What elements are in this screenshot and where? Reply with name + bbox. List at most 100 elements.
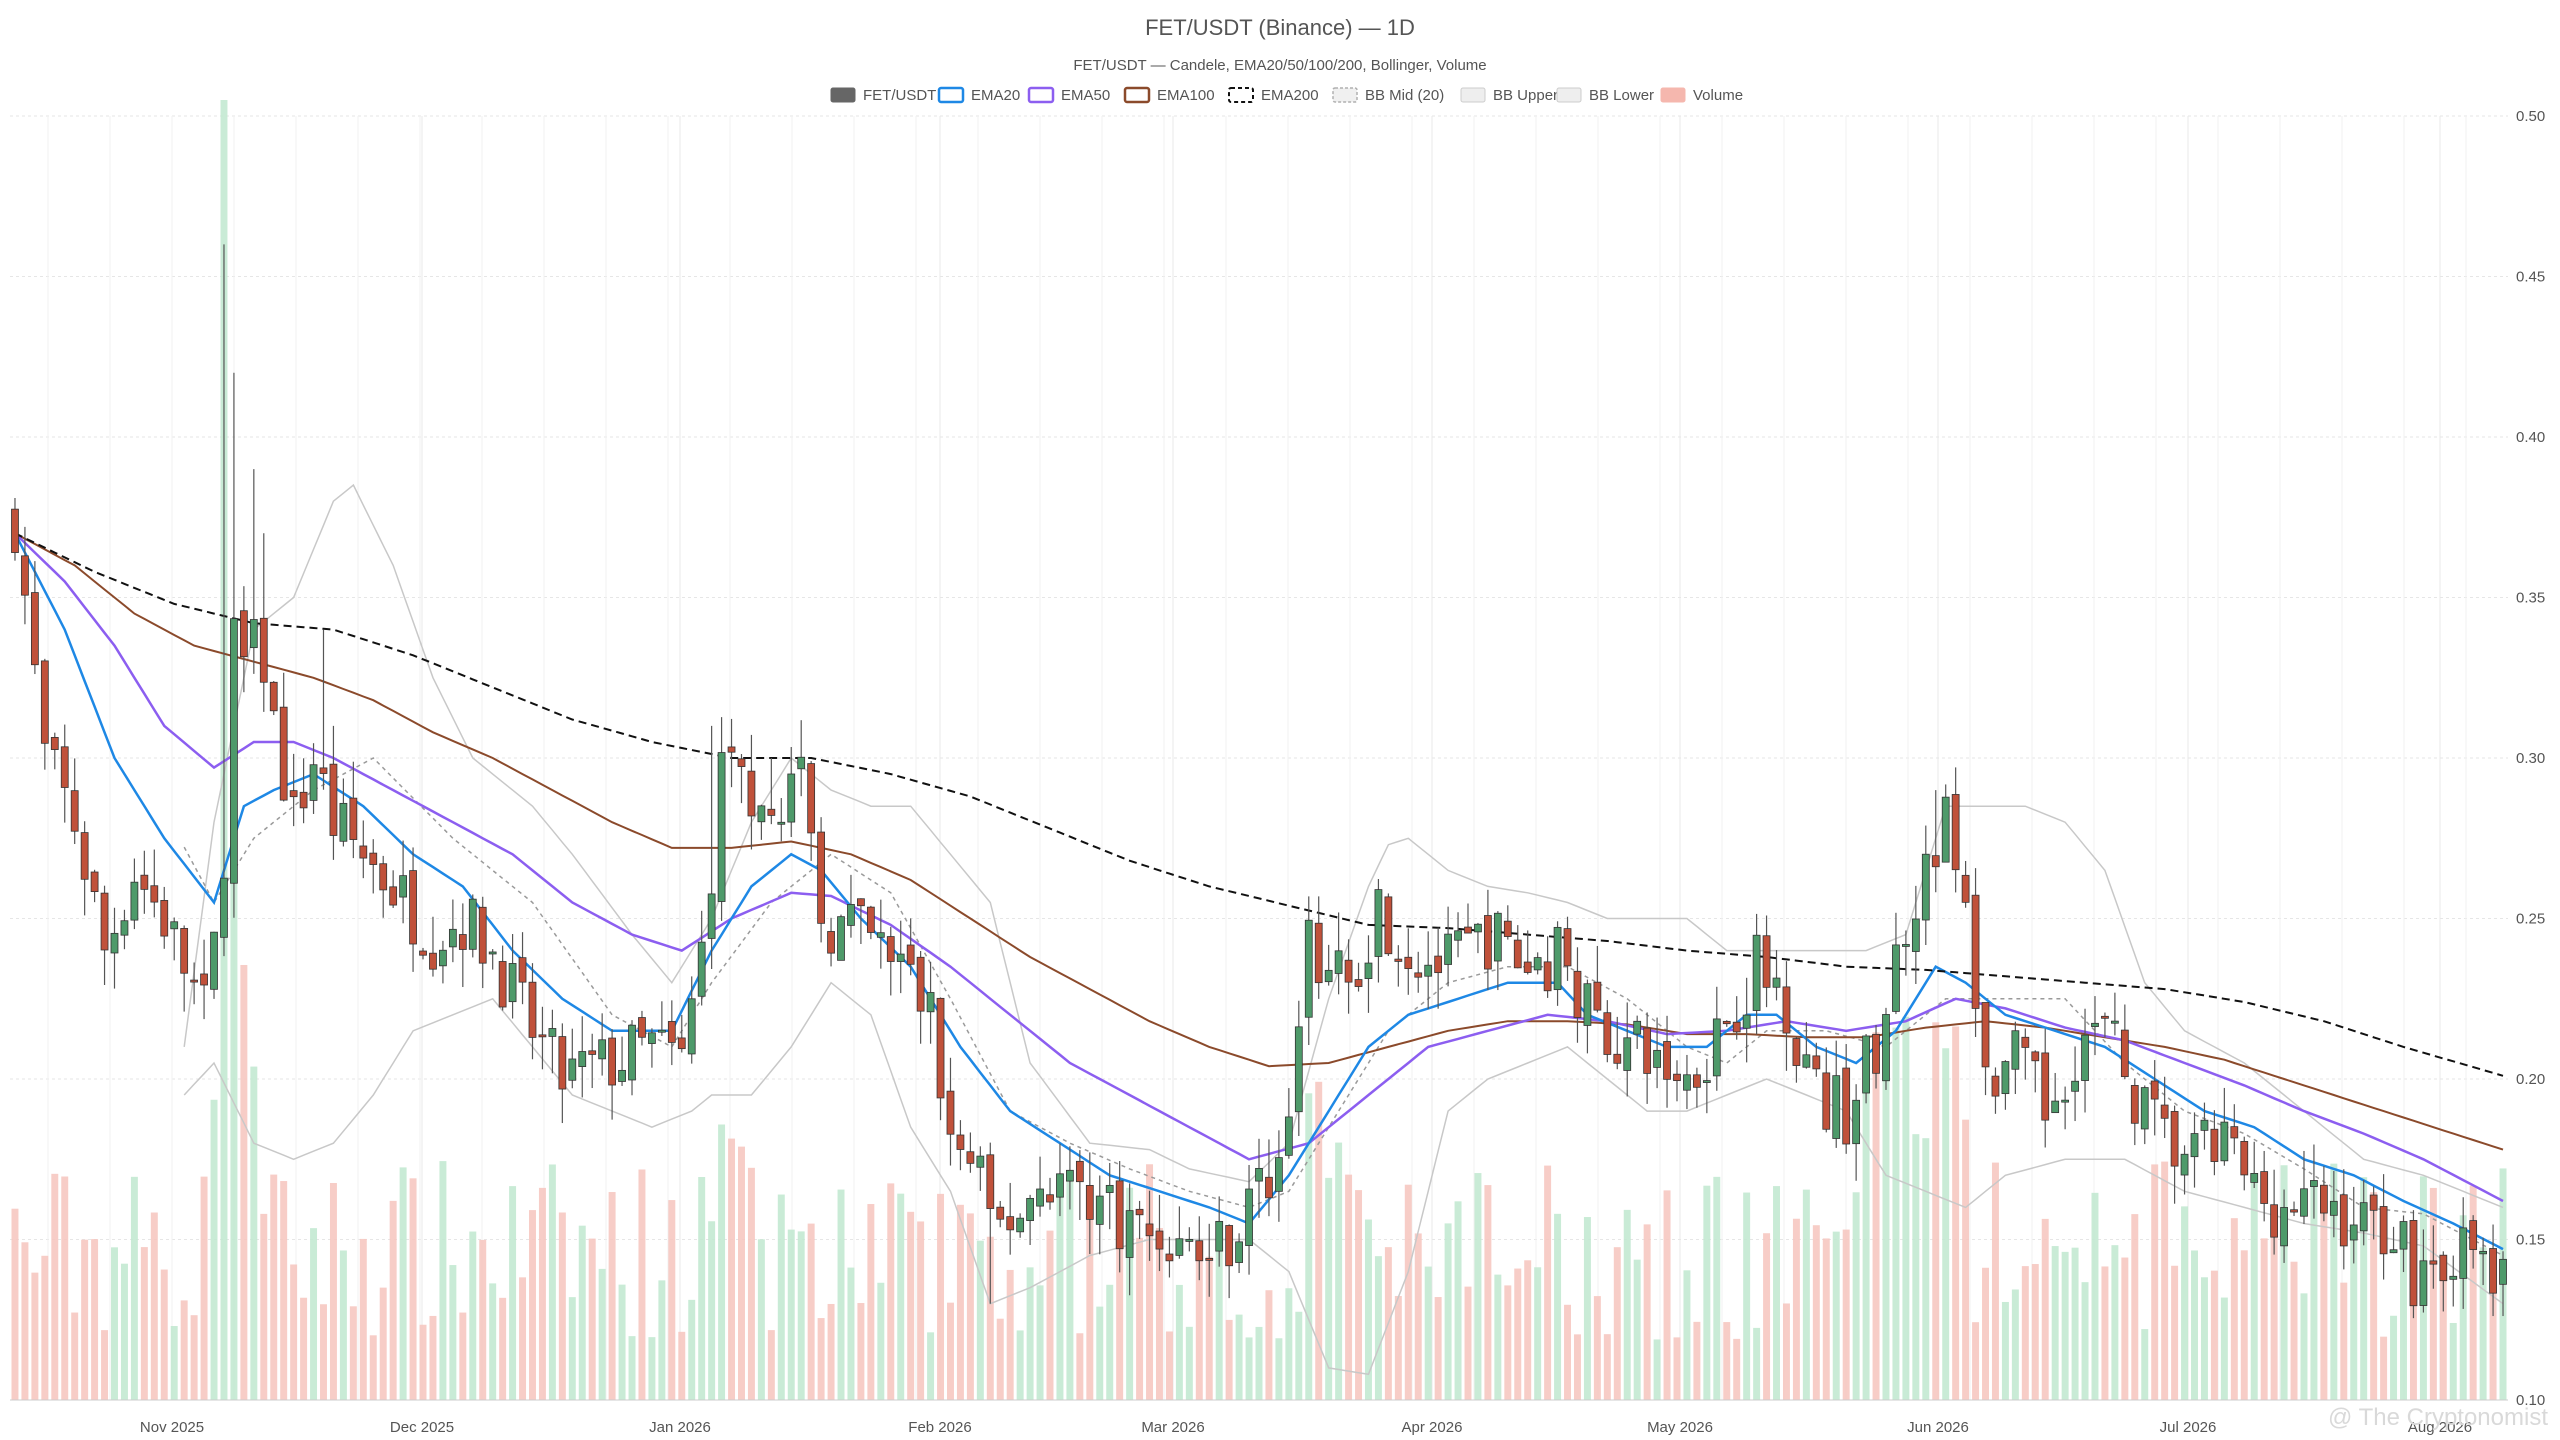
candle-body [439,949,447,967]
volume-bar [419,1324,427,1400]
candle-body [239,610,248,658]
volume-bar [1394,1295,1402,1400]
volume-bar [130,1176,138,1400]
volume-bar [2489,1286,2497,1400]
volume-bar [1136,1237,1144,1400]
volume-bar [1713,1176,1721,1400]
volume-bar [1723,1322,1731,1400]
volume-bar [51,1173,59,1400]
candle-body [1006,1216,1015,1231]
candle-body [777,821,786,825]
x-tick-label: Nov 2025 [140,1419,204,1436]
candle-body [1702,1080,1711,1083]
candle-body [1155,1230,1164,1250]
candle-body [2140,1087,2149,1130]
candle-body [2439,1254,2448,1282]
bb-lower-line [183,981,2504,1376]
candle-body [1583,983,1592,1026]
candle-body [1245,1188,1253,1246]
volume-bar [1106,1284,1114,1400]
candle-body [2359,1202,2368,1232]
y-tick-label: 0.50 [2516,108,2545,125]
indicator-lines [13,483,2504,1376]
volume-bar [2210,1270,2218,1400]
volume-bar [529,1210,536,1400]
candle-body [2071,1080,2079,1092]
candle-body [538,1034,547,1038]
volume-bar [1066,1179,1074,1400]
candle-body [1404,956,1413,969]
volume-bar [1573,1334,1581,1400]
volume-bar [966,1213,974,1400]
candle-body [170,921,179,930]
candle-body [797,756,806,770]
volume-bar [1812,1225,1820,1400]
volume-bar [1355,1190,1363,1400]
legend-swatch [1556,87,1582,103]
volume-bar [1593,1296,1601,1400]
volume-bar [1434,1297,1442,1400]
volume-bar [1653,1339,1661,1400]
volume-bar [1972,1322,1980,1400]
candle-body [2180,1153,2189,1176]
volume-bar [1683,1270,1691,1400]
candle-body [2150,1080,2159,1100]
candle-body [946,1090,955,1135]
candle-body [2220,1121,2229,1162]
volume-bar [2061,1251,2069,1400]
candle-body [1424,964,1433,977]
volume-bar [210,1099,218,1400]
volume-bar [1265,1290,1273,1400]
candle-body [1762,935,1771,988]
volume-bar [2380,1336,2388,1400]
candle-body [1673,1073,1681,1082]
volume-bar [877,1282,885,1400]
volume-bar [1673,1337,1681,1400]
volume-bar [1235,1314,1243,1400]
candle-body [956,1134,965,1150]
volume-bar [2240,1250,2248,1400]
volume-bar [2021,1266,2029,1400]
volume-bar [986,1236,994,1400]
candle-body [916,956,925,1012]
volume-bar [1782,1303,1790,1400]
candle-body [1016,1217,1025,1233]
volume-bar [2340,1282,2348,1400]
legend-item: BB Upper [1460,87,1558,104]
volume-bar [91,1239,99,1400]
candle-body [100,892,109,951]
candle-body [727,746,736,753]
volume-bar [1952,1026,1960,1400]
volume-bar [1643,1224,1651,1400]
candle-body [1284,1116,1293,1156]
volume-bar [1564,1304,1572,1400]
volume-bar [200,1176,208,1400]
candle-body [90,871,99,893]
candle-body [1613,1053,1622,1064]
volume-bar [887,1183,895,1400]
volume-bar [519,1277,527,1400]
candle-body [419,950,427,956]
candle-body [1633,1020,1642,1035]
volume-bar [1743,1192,1751,1400]
volume-bar [81,1239,89,1400]
volume-bar [1424,1266,1432,1400]
y-tick-label: 0.30 [2516,750,2545,767]
candle-body [1235,1241,1243,1263]
volume-bar [1026,1267,1034,1400]
candle-body [1513,939,1522,969]
candle-body [2349,1224,2358,1241]
volume-bar [409,1178,417,1400]
bb-mid-line [183,757,2504,1257]
candle-body [2459,1227,2468,1279]
candle-body [2499,1258,2507,1285]
y-tick-label: 0.40 [2516,429,2545,446]
candle-body [657,1029,666,1033]
candle-body [11,508,19,553]
volume-bar [588,1238,596,1400]
candle-body [2021,1036,2030,1048]
candle-body [1444,933,1452,965]
candle-body [2001,1061,2010,1095]
volume-bar [2001,1301,2009,1400]
candle-body [2160,1104,2169,1119]
